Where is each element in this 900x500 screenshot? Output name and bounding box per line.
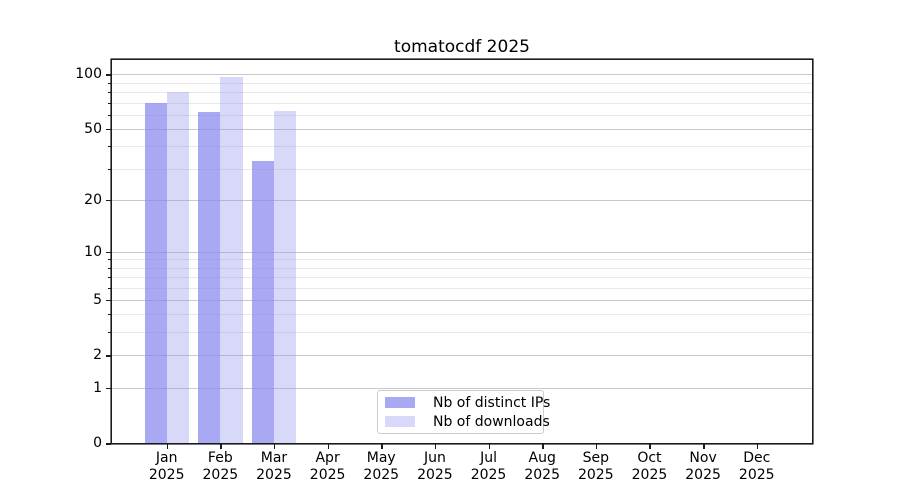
y-gridline-minor	[112, 267, 812, 269]
y-tick-label: 0	[93, 435, 102, 451]
x-tick-mark	[220, 444, 222, 449]
y-tick-label: 5	[93, 291, 102, 308]
bar-distinct-ips-jan	[144, 102, 167, 443]
x-tick-label-year: 2025	[738, 467, 775, 483]
legend-box: Nb of distinct IPs Nb of downloads	[377, 390, 550, 434]
legend-swatch-downloads	[385, 416, 415, 427]
y-tick-label: 20	[84, 191, 102, 208]
x-tick-label-year: 2025	[417, 467, 453, 483]
legend-swatch-distinct-ips	[385, 397, 415, 408]
y-gridline-major	[112, 74, 812, 76]
x-tick-label-year: 2025	[309, 467, 346, 483]
x-tick-label-year: 2025	[631, 467, 668, 483]
x-tick-mark	[273, 444, 276, 449]
y-gridline-minor	[112, 114, 812, 116]
y-tick-label: 100	[75, 66, 102, 83]
y-minor-tick-mark	[108, 267, 111, 269]
y-tick-mark	[106, 387, 111, 390]
y-minor-tick-mark	[108, 314, 111, 316]
legend-item-distinct-ips: Nb of distinct IPs	[385, 393, 550, 412]
y-gridline-major	[112, 355, 812, 357]
y-gridline-minor	[112, 259, 812, 261]
x-tick-label-year: 2025	[202, 467, 239, 483]
y-tick-mark	[106, 299, 111, 302]
x-tick-label-year: 2025	[685, 467, 721, 483]
y-minor-tick-mark	[108, 82, 111, 84]
x-tick-label-month: Aug	[528, 450, 556, 466]
x-tick-label-month: Jun	[423, 450, 446, 466]
y-gridline-minor	[112, 82, 812, 84]
y-tick-mark	[106, 355, 111, 357]
x-tick-label-year: 2025	[363, 467, 400, 483]
x-tick-mark	[542, 444, 544, 449]
x-tick-label-month: Nov	[689, 450, 717, 466]
y-minor-tick-mark	[108, 259, 111, 261]
y-tick-label: 1	[93, 379, 102, 396]
y-tick-label: 10	[84, 243, 102, 260]
bar-downloads-feb	[220, 76, 243, 443]
plot-area	[112, 60, 812, 443]
y-tick-mark	[106, 199, 111, 202]
x-tick-label-month: Jan	[155, 450, 178, 466]
y-gridline-minor	[112, 168, 812, 170]
y-gridline-minor	[112, 102, 812, 104]
x-tick-mark	[756, 444, 759, 449]
y-minor-tick-mark	[108, 92, 111, 94]
bar-downloads-jan	[166, 92, 189, 443]
y-gridline-minor	[112, 332, 812, 334]
y-tick-mark	[106, 443, 111, 445]
x-tick-label-year: 2025	[470, 467, 507, 483]
y-tick-mark	[106, 74, 111, 76]
y-tick-mark	[106, 251, 111, 253]
x-tick-mark	[434, 444, 437, 449]
x-tick-label-year: 2025	[256, 467, 292, 483]
x-tick-mark	[703, 444, 705, 449]
x-tick-label-month: Apr	[315, 450, 340, 466]
y-gridline-major	[112, 199, 812, 201]
x-tick-label-month: Oct	[637, 450, 662, 466]
y-gridline-major	[112, 251, 812, 253]
legend-label-downloads: Nb of downloads	[433, 413, 550, 430]
bar-distinct-ips-mar	[251, 161, 274, 443]
legend-label-distinct-ips: Nb of distinct IPs	[433, 394, 551, 411]
y-gridline-minor	[112, 146, 812, 148]
y-minor-tick-mark	[108, 168, 111, 170]
y-minor-tick-mark	[108, 332, 111, 334]
x-tick-label-month: Feb	[207, 450, 233, 466]
y-gridline-minor	[112, 92, 812, 94]
x-tick-label-month: Dec	[743, 450, 771, 466]
x-tick-label-month: May	[366, 450, 396, 466]
y-tick-label: 2	[93, 347, 102, 364]
y-gridline-minor	[112, 314, 812, 316]
y-minor-tick-mark	[108, 114, 111, 116]
legend-item-downloads: Nb of downloads	[385, 412, 550, 431]
y-gridline-minor	[112, 276, 812, 278]
y-gridline-major	[112, 387, 812, 389]
y-tick-mark	[106, 128, 111, 131]
x-tick-label-month: Jul	[480, 450, 497, 466]
x-tick-mark	[488, 444, 491, 449]
chart-title: tomatocdf 2025	[394, 37, 530, 57]
y-gridline-major	[112, 128, 812, 130]
x-tick-label-year: 2025	[148, 467, 185, 483]
x-tick-label-year: 2025	[577, 467, 614, 483]
bar-distinct-ips-feb	[198, 112, 221, 443]
x-tick-label-month: Mar	[260, 450, 288, 466]
y-minor-tick-mark	[108, 287, 111, 289]
y-gridline-major	[112, 299, 812, 301]
x-tick-mark	[381, 444, 383, 449]
y-tick-label: 50	[84, 120, 102, 137]
x-tick-label-year: 2025	[524, 467, 560, 483]
y-gridline-minor	[112, 287, 812, 289]
x-tick-mark	[595, 444, 598, 449]
y-minor-tick-mark	[108, 102, 111, 104]
x-tick-mark	[649, 444, 651, 449]
x-tick-label-month: Sep	[582, 450, 609, 466]
bar-downloads-mar	[273, 110, 297, 443]
y-minor-tick-mark	[108, 146, 111, 148]
y-minor-tick-mark	[108, 276, 111, 278]
x-tick-mark	[327, 444, 330, 449]
x-tick-mark	[166, 444, 169, 449]
